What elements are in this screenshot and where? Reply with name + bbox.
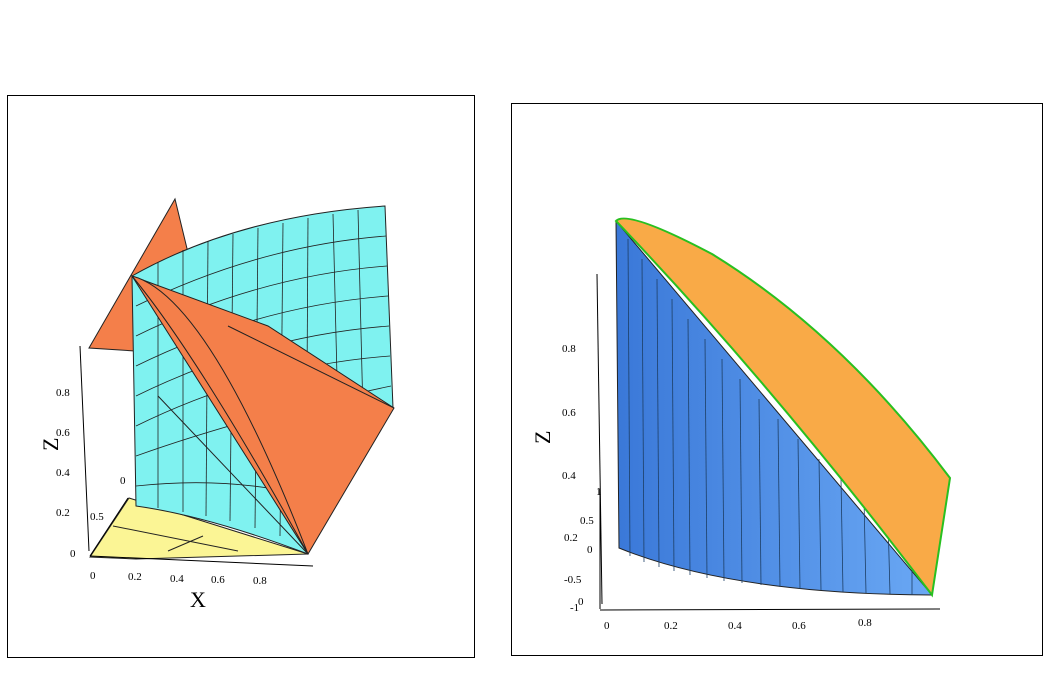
z-axis-line — [79, 345, 90, 552]
svg-text:0.6: 0.6 — [792, 620, 806, 632]
z-axis-title: Z — [38, 438, 63, 451]
svg-text:0.2: 0.2 — [128, 571, 142, 583]
plane-gridline — [227, 325, 395, 409]
svg-text:0.8: 0.8 — [56, 387, 70, 399]
svg-text:0.8: 0.8 — [253, 575, 267, 587]
svg-text:0.6: 0.6 — [56, 427, 70, 439]
right-3d-plot: 0.8 0.6 0.4 1 0.5 0.2 0 -0.5 0 -1 0 0.2 … — [530, 217, 952, 632]
svg-text:0: 0 — [120, 475, 126, 487]
base-gridline — [112, 525, 239, 552]
right-plot-panel: 0.8 0.6 0.4 1 0.5 0.2 0 -0.5 0 -1 0 0.2 … — [511, 103, 1043, 656]
svg-text:0.6: 0.6 — [211, 574, 225, 586]
y-axis-ticks: 1 0.5 0.2 0 -0.5 0 -1 — [564, 486, 602, 614]
y-axis-line — [89, 497, 129, 557]
svg-text:0: 0 — [90, 570, 96, 582]
svg-text:0.2: 0.2 — [56, 507, 70, 519]
svg-text:0.6: 0.6 — [562, 407, 576, 419]
wall-mesh — [627, 238, 913, 595]
top-surface — [614, 217, 952, 598]
svg-text:0.2: 0.2 — [664, 620, 678, 632]
svg-text:0.4: 0.4 — [562, 470, 576, 482]
plane-gridline — [157, 395, 309, 555]
svg-text:0: 0 — [587, 544, 593, 556]
svg-text:0.4: 0.4 — [170, 573, 184, 585]
svg-text:0.8: 0.8 — [858, 617, 872, 629]
z-axis-line — [596, 273, 603, 605]
svg-text:0.5: 0.5 — [580, 515, 594, 527]
x-axis-line — [599, 608, 941, 611]
left-plot-panel: 0.8 0.6 0.4 0.2 0 0.5 0 0 0.2 0.4 0.6 0.… — [7, 95, 475, 658]
svg-text:0: 0 — [578, 596, 584, 608]
svg-text:0.4: 0.4 — [728, 620, 742, 632]
z-axis-ticks: 0.8 0.6 0.4 — [562, 343, 576, 482]
svg-text:0.4: 0.4 — [56, 467, 70, 479]
cylinder-wall — [615, 219, 934, 596]
z-axis-title: Z — [530, 431, 555, 444]
svg-text:0: 0 — [604, 620, 610, 632]
svg-text:-1: -1 — [570, 602, 579, 614]
left-3d-plot: 0.8 0.6 0.4 0.2 0 0.5 0 0 0.2 0.4 0.6 0.… — [38, 197, 395, 612]
svg-text:1: 1 — [596, 486, 602, 498]
base-gridline — [167, 535, 204, 552]
svg-text:0.2: 0.2 — [564, 532, 578, 544]
svg-text:0: 0 — [70, 548, 76, 560]
y-axis-ticks: 0 0.5 0 — [70, 475, 126, 560]
x-axis-ticks: 0 0.2 0.4 0.6 0.8 — [90, 570, 267, 587]
x-axis-title: X — [190, 587, 206, 612]
svg-text:-0.5: -0.5 — [564, 574, 582, 586]
z-axis-ticks: 0.8 0.6 0.4 0.2 — [56, 387, 70, 519]
svg-text:0.8: 0.8 — [562, 343, 576, 355]
svg-text:0.5: 0.5 — [90, 511, 104, 523]
x-axis-line — [89, 555, 314, 567]
x-axis-ticks: 0 0.2 0.4 0.6 0.8 — [604, 617, 872, 632]
